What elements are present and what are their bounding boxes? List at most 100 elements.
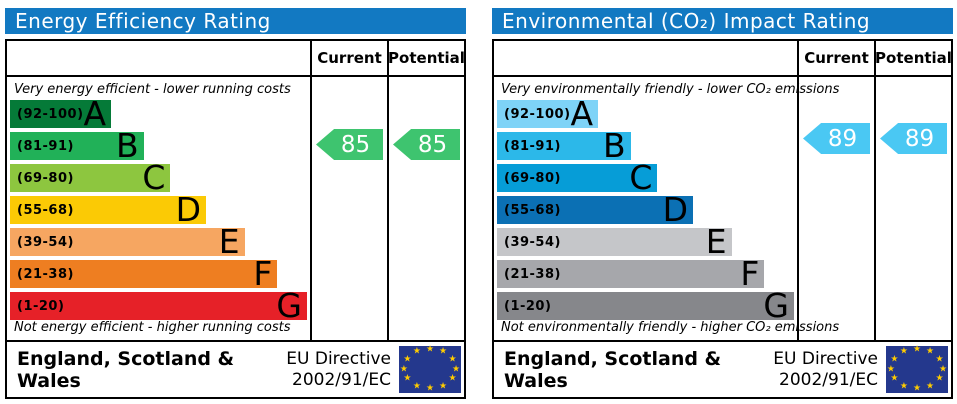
energy-band-a: (92-100) A <box>10 94 111 133</box>
co2-current-column-header: Current <box>797 41 874 75</box>
eu-flag-star: ★ <box>412 346 422 357</box>
co2-band-b: (81-91) B <box>497 126 631 165</box>
band-grade-letter: D <box>175 190 202 229</box>
band-range-label: (92-100) <box>504 106 571 122</box>
co2-potential-column-header: Potential <box>874 41 952 75</box>
band-range-label: (69-80) <box>504 170 561 186</box>
eu-flag-star: ★ <box>935 373 944 384</box>
eu-flag-star: ★ <box>935 354 944 365</box>
co2-band-c: (69-80) C <box>497 158 658 197</box>
energy-bottom-caption: Not energy efficient - higher running co… <box>14 320 291 335</box>
eu-flag-icon: ★ ★ ★ ★ ★ ★ ★ ★ ★ ★ ★ ★ <box>399 344 461 394</box>
band-grade-letter: C <box>142 158 166 197</box>
eu-directive-line1: EU Directive <box>286 349 391 370</box>
band-grade-letter: C <box>629 158 653 197</box>
band-grade-letter: F <box>740 254 760 293</box>
co2-top-caption: Very environmentally friendly - lower CO… <box>501 82 840 97</box>
band-range-label: (21-38) <box>17 266 74 282</box>
eu-flag-star: ★ <box>925 381 935 392</box>
eu-flag-star: ★ <box>912 383 922 394</box>
eu-directive-line2: 2002/91/EC <box>779 369 878 390</box>
eu-directive-label: EU Directive 2002/91/EC <box>286 349 391 390</box>
energy-band-area: Very energy efficient - lower running co… <box>7 77 310 340</box>
co2-bands: (92-100) A (81-91) B (69-80) C (55-68) D (39-54)… <box>497 94 794 325</box>
band-grade-letter: A <box>570 94 594 133</box>
eu-directive-line2: 2002/91/EC <box>292 369 391 390</box>
band-range-label: (55-68) <box>504 202 561 218</box>
band-grade-letter: G <box>276 286 302 325</box>
band-range-label: (39-54) <box>504 234 561 250</box>
energy-band-f: (21-38) F <box>10 257 278 290</box>
energy-header-spacer <box>7 41 310 75</box>
band-range-label: (81-91) <box>17 138 74 154</box>
band-range-label: (69-80) <box>17 170 74 186</box>
current-column-label: Current <box>804 49 869 67</box>
band-range-label: (81-91) <box>504 138 561 154</box>
eu-flag-star: ★ <box>425 383 435 394</box>
co2-bottom-caption: Not environmentally friendly - higher CO… <box>501 320 840 335</box>
eu-flag-star: ★ <box>399 364 408 374</box>
region-label: England, Scotland & Wales <box>17 347 235 392</box>
co2-potential-cell: 89 <box>874 77 951 340</box>
energy-current-value: 85 <box>340 131 371 158</box>
energy-band-b: (81-91) B <box>10 129 144 162</box>
potential-column-label: Potential <box>875 49 952 67</box>
eu-flag-icon: ★ ★ ★ ★ ★ ★ ★ ★ ★ ★ ★ ★ <box>886 344 948 394</box>
energy-rating-table: Current Potential Very energy efficient … <box>5 39 466 342</box>
eu-flag-star: ★ <box>438 381 448 392</box>
eu-flag-star: ★ <box>448 354 457 365</box>
co2-header-spacer <box>494 41 797 75</box>
band-range-label: (21-38) <box>504 266 561 282</box>
eu-flag-star: ★ <box>890 373 899 384</box>
eu-flag-star: ★ <box>403 354 412 365</box>
eu-directive-line1: EU Directive <box>773 349 878 370</box>
band-range-label: (1-20) <box>17 298 65 314</box>
eu-directive-label: EU Directive 2002/91/EC <box>773 349 878 390</box>
co2-table-body: Very environmentally friendly - lower CO… <box>494 77 951 340</box>
eu-flag-star: ★ <box>403 373 412 384</box>
co2-band-e: (39-54) E <box>497 225 732 258</box>
energy-current-cell: 85 <box>310 77 387 340</box>
eu-flag-star: ★ <box>425 344 435 355</box>
band-range-label: (1-20) <box>504 298 552 314</box>
eu-flag-star: ★ <box>890 354 899 365</box>
eu-flag-star: ★ <box>412 381 422 392</box>
co2-impact-panel: Environmental (CO₂) Impact Rating Curren… <box>492 8 953 399</box>
band-grade-letter: E <box>218 222 240 261</box>
energy-band-c: (69-80) C <box>10 158 171 197</box>
eu-flag-star: ★ <box>886 364 895 374</box>
current-column-label: Current <box>317 49 382 67</box>
eu-flag-star: ★ <box>899 381 909 392</box>
eu-flag-star: ★ <box>925 346 935 357</box>
band-range-label: (92-100) <box>17 106 84 122</box>
band-grade-letter: G <box>763 286 789 325</box>
co2-band-f: (21-38) F <box>497 254 765 293</box>
band-range-label: (39-54) <box>17 234 74 250</box>
co2-band-area: Very environmentally friendly - lower CO… <box>494 77 840 340</box>
energy-potential-column-header: Potential <box>387 41 465 75</box>
energy-current-arrow: 85 <box>316 129 383 160</box>
energy-bands: (92-100) A (81-91) B (69-80) C (55-68) D (39-54)… <box>10 94 307 325</box>
eu-flag-star: ★ <box>938 364 948 374</box>
energy-band-e: (39-54) E <box>10 222 245 261</box>
eu-flag-star: ★ <box>451 364 461 374</box>
epc-charts: Energy Efficiency Rating Current Potenti… <box>5 8 953 399</box>
co2-table-header: Current Potential <box>494 41 952 77</box>
eu-flag-star: ★ <box>899 346 909 357</box>
co2-band-a: (92-100) A <box>497 94 598 133</box>
energy-band-g: (1-20) G <box>10 286 307 325</box>
co2-current-value: 89 <box>827 125 858 152</box>
co2-footer: England, Scotland & Wales EU Directive 2… <box>492 342 953 399</box>
region-label: England, Scotland & Wales <box>504 347 722 392</box>
energy-panel-title: Energy Efficiency Rating <box>5 8 466 34</box>
energy-top-caption: Very energy efficient - lower running co… <box>14 82 291 97</box>
band-grade-letter: B <box>603 126 626 165</box>
co2-potential-arrow: 89 <box>880 123 947 154</box>
energy-footer: England, Scotland & Wales EU Directive 2… <box>5 342 466 399</box>
co2-band-g: (1-20) G <box>497 286 794 325</box>
band-grade-letter: A <box>83 94 107 133</box>
energy-band-d: (55-68) D <box>10 190 207 229</box>
eu-flag-star: ★ <box>448 373 457 384</box>
eu-flag-star: ★ <box>912 344 922 355</box>
energy-table-body: Very energy efficient - lower running co… <box>7 77 464 340</box>
